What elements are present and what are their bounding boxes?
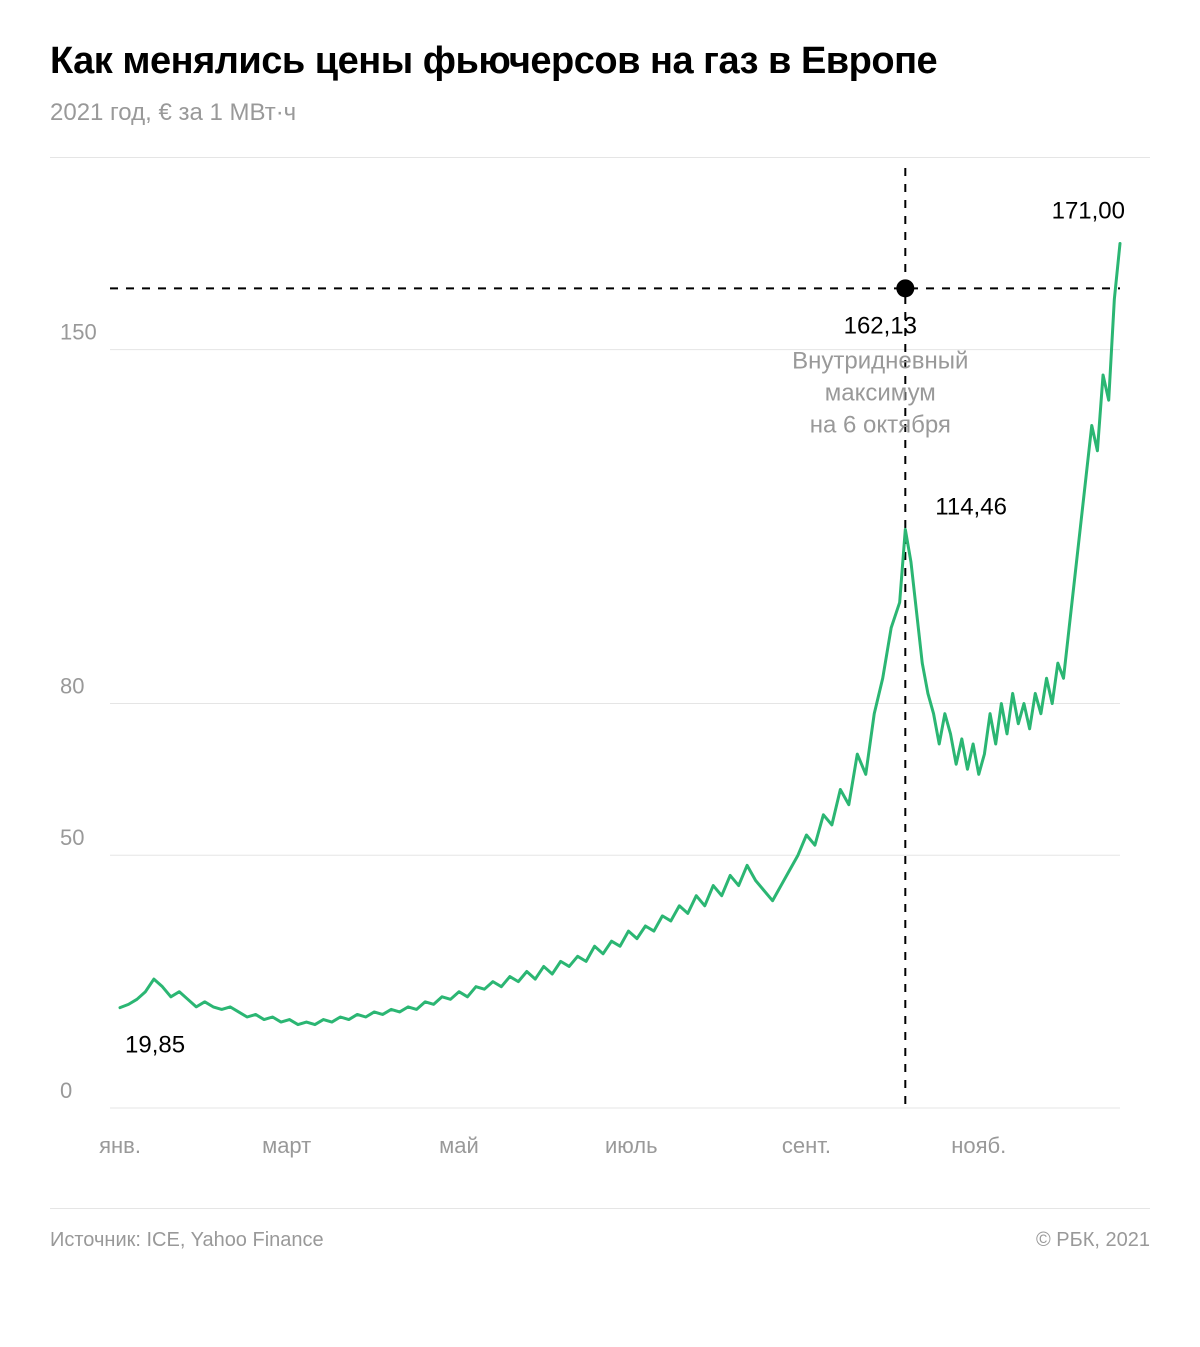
line-chart-svg: 0 50 80 150 янв. март май июль сент. нояб. 19,85 11…: [50, 158, 1150, 1178]
chart-area: 0 50 80 150 янв. март май июль сент. нояб. 19,85 11…: [50, 157, 1150, 1178]
peak-value-label: 114,46: [935, 493, 1007, 520]
chart-footer: Источник: ICE, Yahoo Finance © РБК, 2021: [50, 1208, 1150, 1252]
x-tick-label: янв.: [99, 1133, 141, 1158]
copyright-text: © РБК, 2021: [1036, 1229, 1150, 1252]
end-value-label: 171,00: [1052, 198, 1125, 225]
source-text: Источник: ICE, Yahoo Finance: [50, 1229, 324, 1252]
start-value-label: 19,85: [125, 1032, 185, 1059]
y-tick-label: 0: [60, 1078, 72, 1103]
x-tick-label: нояб.: [951, 1133, 1006, 1158]
y-tick-label: 50: [60, 825, 84, 850]
price-line: [120, 244, 1120, 1025]
intraday-desc-3: на 6 октября: [810, 411, 951, 438]
x-tick-label: сент.: [782, 1133, 831, 1158]
intraday-desc-1: Внутридневный: [792, 347, 968, 374]
y-tick-label: 150: [60, 320, 97, 345]
y-tick-label: 80: [60, 674, 84, 699]
intraday-value-label: 162,13: [844, 312, 917, 339]
intraday-desc-2: максимум: [825, 379, 936, 406]
x-tick-label: май: [439, 1133, 479, 1158]
chart-title: Как менялись цены фьючерсов на газ в Евр…: [50, 40, 1150, 83]
chart-container: Как менялись цены фьючерсов на газ в Евр…: [0, 0, 1200, 1282]
x-tick-label: март: [262, 1133, 311, 1158]
x-tick-label: июль: [605, 1133, 658, 1158]
chart-subtitle: 2021 год, € за 1 МВт·ч: [50, 99, 1150, 127]
intraday-marker-dot: [896, 279, 914, 297]
